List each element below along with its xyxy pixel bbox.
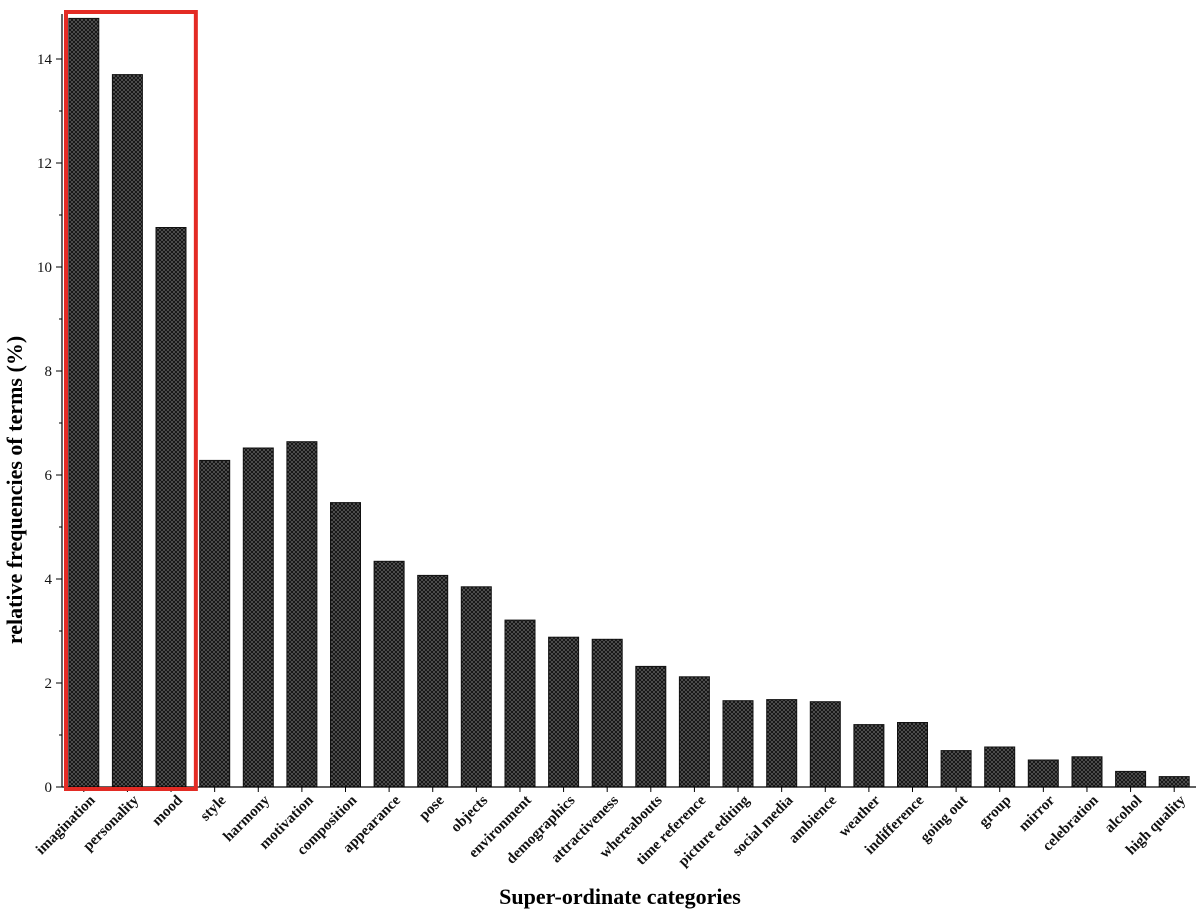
bar-imagination xyxy=(68,17,100,788)
y-tick-label: 4 xyxy=(45,572,53,588)
x-tick-label: mirror xyxy=(1016,792,1059,835)
y-tick-label: 8 xyxy=(45,364,53,380)
bar-motivation xyxy=(286,441,318,788)
y-tick-label: 14 xyxy=(37,52,53,68)
bar-attractiveness xyxy=(591,638,623,788)
x-tick-label: group xyxy=(976,793,1014,831)
bar-pose xyxy=(417,574,449,788)
y-axis-ticks: 0 2 4 6 8 10 12 14 xyxy=(37,52,62,796)
bar-harmony xyxy=(242,447,274,788)
bar-picture-editing xyxy=(722,700,754,788)
y-axis-title: relative frequencies of terms (%) xyxy=(2,336,27,644)
y-tick-label: 12 xyxy=(37,156,52,172)
bar-objects xyxy=(460,586,492,788)
bar-appearance xyxy=(373,560,405,788)
bar-mood xyxy=(155,227,187,788)
bar-celebration xyxy=(1071,756,1103,788)
highlight-box xyxy=(64,10,198,791)
y-tick-label: 2 xyxy=(45,676,53,692)
bar-social-media xyxy=(766,699,798,788)
bar-demographics xyxy=(548,636,580,788)
plot-area xyxy=(68,17,1190,788)
y-tick-label: 6 xyxy=(45,468,53,484)
x-tick-label: going out xyxy=(917,793,970,846)
bar-indifference xyxy=(897,722,928,788)
bar-composition xyxy=(330,502,361,788)
bar-weather xyxy=(853,724,885,788)
bar-style xyxy=(199,459,231,788)
x-tick-label: pose xyxy=(416,792,448,824)
bar-ambience xyxy=(809,701,841,788)
bar-environment xyxy=(504,619,536,788)
x-axis-title: Super-ordinate categories xyxy=(499,884,741,909)
bar-time-reference xyxy=(678,676,710,788)
x-tick-label: style xyxy=(198,792,230,824)
bar-whereabouts xyxy=(635,665,667,788)
y-tick-label: 10 xyxy=(37,260,52,276)
y-tick-label: 0 xyxy=(45,780,53,796)
x-tick-label: objects xyxy=(448,792,491,835)
x-tick-label: alcohol xyxy=(1102,793,1146,837)
x-tick-label: mood xyxy=(149,792,186,829)
bar-alcohol xyxy=(1115,770,1147,788)
bar-going-out xyxy=(940,750,972,788)
x-tick-label: ambience xyxy=(786,792,841,847)
bar-group xyxy=(984,746,1016,788)
bar-high-quality xyxy=(1158,776,1190,788)
bar-personality xyxy=(111,74,143,788)
bar-mirror xyxy=(1027,759,1059,788)
